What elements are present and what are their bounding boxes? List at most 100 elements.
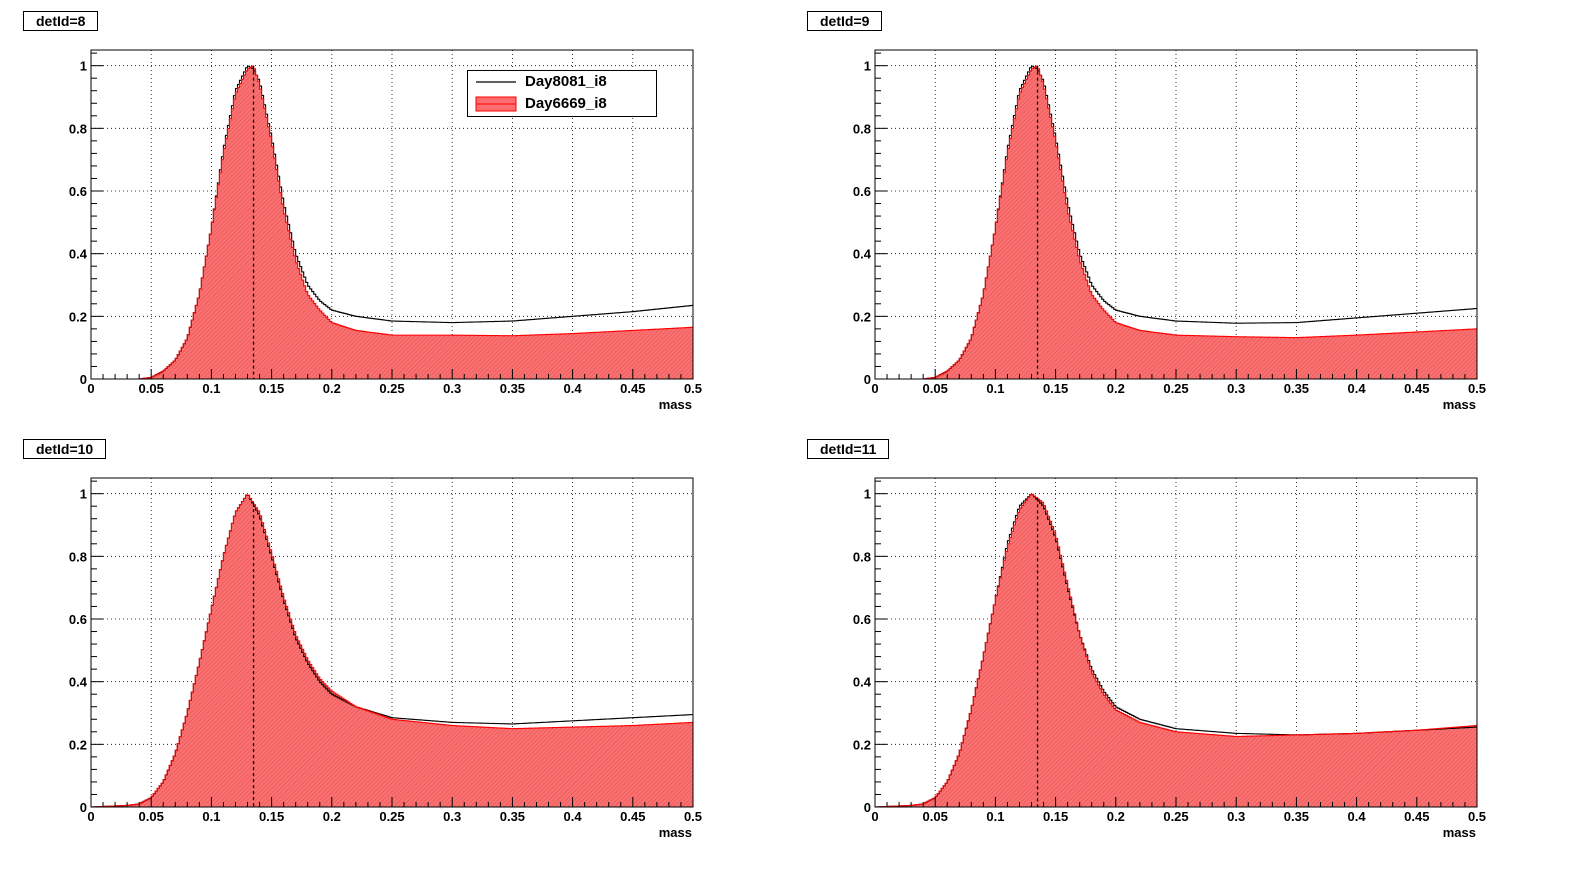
plot-pad-detid-11: detId=11 0 0.05 0.1 0.15 0.2 0.25 0.3 0.35 0.4 0.… xyxy=(784,428,1582,864)
x-tick-label: 0.2 xyxy=(323,809,341,824)
x-tick-label: 0.45 xyxy=(1404,381,1429,396)
filled-histogram-area xyxy=(875,66,1477,379)
histogram-plot: 0 0.05 0.1 0.15 0.2 0.25 0.3 0.35 0.4 0.45 0.5 0 0.2… xyxy=(69,49,702,412)
y-tick-label: 0.6 xyxy=(853,184,871,199)
x-tick-label: 0.05 xyxy=(139,381,164,396)
y-tick-label: 0 xyxy=(864,800,871,815)
x-axis-title: mass xyxy=(659,397,692,412)
x-tick-label: 0 xyxy=(871,381,878,396)
plot-pad-detid-10: detId=10 0 0.05 0.1 0.15 0.2 0.25 0.3 0.35 0.4 0.… xyxy=(0,428,798,864)
histogram-plot: 0 0.05 0.1 0.15 0.2 0.25 0.3 0.35 0.4 0.45 0.5 0 0.2… xyxy=(69,477,702,840)
x-tick-label: 0.45 xyxy=(1404,809,1429,824)
x-tick-label: 0.15 xyxy=(259,809,284,824)
y-tick-label: 0.2 xyxy=(69,309,87,324)
series-line-Day6669_i8 xyxy=(875,65,1477,380)
x-tick-label: 0.2 xyxy=(323,381,341,396)
x-tick-label: 0.05 xyxy=(923,809,948,824)
y-tick-label: 0.8 xyxy=(69,549,87,564)
histogram-plot: 0 0.05 0.1 0.15 0.2 0.25 0.3 0.35 0.4 0.45 0.5 0 0.2… xyxy=(853,477,1486,840)
x-tick-label: 0.35 xyxy=(1284,381,1309,396)
plot-title: detId=8 xyxy=(23,11,99,31)
x-tick-label: 0.3 xyxy=(1227,381,1245,396)
series-line-Day6669_i8 xyxy=(91,494,693,808)
x-tick-label: 0.05 xyxy=(139,809,164,824)
x-tick-label: 0.5 xyxy=(1468,381,1486,396)
x-tick-label: 0.4 xyxy=(1348,381,1367,396)
y-tick-label: 0.8 xyxy=(853,121,871,136)
x-tick-label: 0.3 xyxy=(1227,809,1245,824)
plot-title: detId=11 xyxy=(807,439,890,459)
x-tick-label: 0.1 xyxy=(202,381,220,396)
x-tick-label: 0.5 xyxy=(684,809,702,824)
y-tick-label: 0 xyxy=(80,800,87,815)
y-tick-label: 0.6 xyxy=(853,612,871,627)
x-tick-label: 0.35 xyxy=(500,381,525,396)
x-tick-label: 0.4 xyxy=(1348,809,1367,824)
y-tick-label: 0.4 xyxy=(69,675,88,690)
x-tick-label: 0.15 xyxy=(1043,809,1068,824)
x-tick-label: 0.25 xyxy=(1163,381,1188,396)
y-tick-label: 0.8 xyxy=(853,549,871,564)
legend-line-swatch xyxy=(476,74,516,90)
y-tick-label: 0.4 xyxy=(853,247,872,262)
x-tick-label: 0.3 xyxy=(443,809,461,824)
filled-histogram-area xyxy=(91,495,693,807)
y-tick-label: 0.2 xyxy=(853,309,871,324)
y-tick-label: 0 xyxy=(864,372,871,387)
plot-title: detId=10 xyxy=(23,439,107,459)
series-line-Day6669_i8 xyxy=(875,493,1477,808)
plot-pad-detid-9: detId=9 0 0.05 0.1 0.15 0.2 0.25 0.3 0.35 0.4 0.4… xyxy=(784,0,1582,436)
y-tick-label: 1 xyxy=(80,59,87,74)
legend: Day8081_i8 Day6669_i8 xyxy=(467,70,657,117)
plot-title: detId=9 xyxy=(807,11,883,31)
x-axis-title: mass xyxy=(659,825,692,840)
x-tick-label: 0.4 xyxy=(564,381,583,396)
x-tick-label: 0.45 xyxy=(620,809,645,824)
x-tick-label: 0.25 xyxy=(1163,809,1188,824)
y-tick-label: 0.6 xyxy=(69,184,87,199)
x-tick-label: 0.25 xyxy=(379,809,404,824)
y-tick-label: 0 xyxy=(80,372,87,387)
x-tick-label: 0.1 xyxy=(986,809,1004,824)
x-tick-label: 0.3 xyxy=(443,381,461,396)
filled-histogram-area xyxy=(91,66,693,379)
x-tick-label: 0.35 xyxy=(1284,809,1309,824)
x-tick-label: 0 xyxy=(87,381,94,396)
x-axis-title: mass xyxy=(1443,397,1476,412)
legend-label: Day8081_i8 xyxy=(525,73,607,90)
x-tick-label: 0.4 xyxy=(564,809,583,824)
x-axis-title: mass xyxy=(1443,825,1476,840)
x-tick-label: 0.05 xyxy=(923,381,948,396)
y-tick-label: 1 xyxy=(80,487,87,502)
y-tick-label: 0.6 xyxy=(69,612,87,627)
x-tick-label: 0.5 xyxy=(684,381,702,396)
x-tick-label: 0.25 xyxy=(379,381,404,396)
y-tick-label: 0.8 xyxy=(69,121,87,136)
x-tick-label: 0.2 xyxy=(1107,381,1125,396)
x-tick-label: 0.15 xyxy=(1043,381,1068,396)
x-tick-label: 0.5 xyxy=(1468,809,1486,824)
legend-entry: Day6669_i8 xyxy=(468,93,656,116)
series-line-Day6669_i8 xyxy=(91,65,693,380)
x-tick-label: 0.1 xyxy=(202,809,220,824)
x-tick-label: 0 xyxy=(87,809,94,824)
y-tick-label: 0.2 xyxy=(853,737,871,752)
x-tick-label: 0.45 xyxy=(620,381,645,396)
x-tick-label: 0 xyxy=(871,809,878,824)
legend-label: Day6669_i8 xyxy=(525,95,607,112)
y-tick-label: 1 xyxy=(864,487,871,502)
y-tick-label: 0.4 xyxy=(69,247,88,262)
x-tick-label: 0.1 xyxy=(986,381,1004,396)
legend-entry: Day8081_i8 xyxy=(468,71,656,94)
x-tick-label: 0.2 xyxy=(1107,809,1125,824)
legend-fill-swatch xyxy=(475,96,517,112)
histogram-plot: 0 0.05 0.1 0.15 0.2 0.25 0.3 0.35 0.4 0.45 0.5 0 0.2… xyxy=(853,49,1486,412)
x-tick-label: 0.35 xyxy=(500,809,525,824)
y-tick-label: 1 xyxy=(864,59,871,74)
filled-histogram-area xyxy=(875,494,1477,807)
x-tick-label: 0.15 xyxy=(259,381,284,396)
y-tick-label: 0.4 xyxy=(853,675,872,690)
y-tick-label: 0.2 xyxy=(69,737,87,752)
plot-pad-detid-8: detId=8 0 0.05 0.1 0.15 0.2 0.25 0.3 0.35 0.4 0.4… xyxy=(0,0,798,436)
